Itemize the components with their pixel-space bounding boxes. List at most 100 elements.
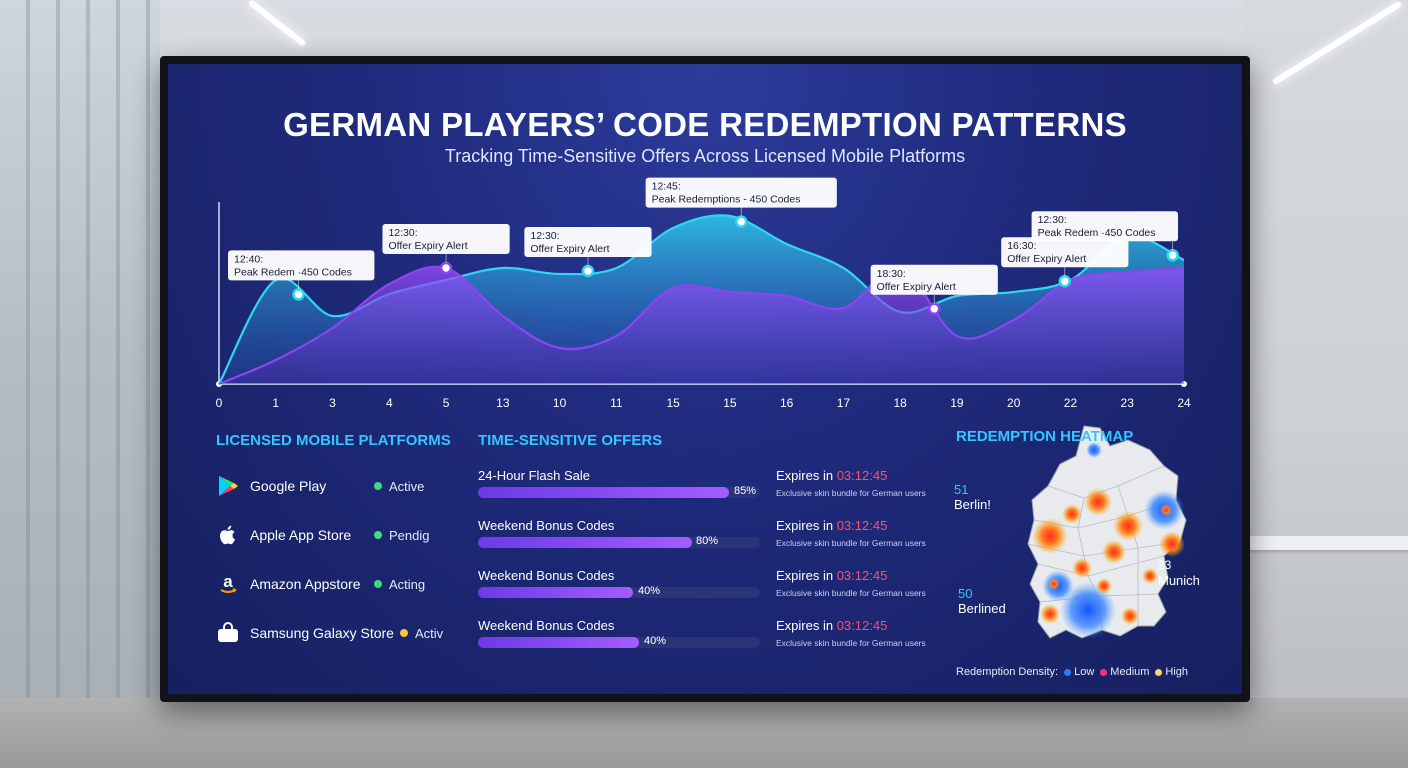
amazon-icon: a — [220, 572, 237, 593]
expires-label: Expires in — [776, 618, 834, 633]
annotation-marker — [581, 264, 595, 278]
platform-item-google-play[interactable]: Google Play Active — [216, 473, 424, 499]
heat-spot — [1096, 578, 1112, 594]
annotation-box — [870, 264, 998, 295]
annotation-text: Offer Expiry Alert — [530, 243, 609, 255]
expires-time: 03:12:45 — [836, 568, 888, 583]
annotation-time: 12:30: — [388, 227, 417, 239]
heat-spot — [1084, 488, 1112, 516]
offer-item[interactable]: 24-Hour Flash Sale 85% Expires in 03:12:… — [478, 468, 928, 508]
x-tick-label: 24 — [1177, 396, 1191, 410]
expires-label: Expires in — [776, 468, 834, 483]
heatmap-label-value: 51 — [954, 482, 969, 497]
page-title: GERMAN PLAYERS’ CODE REDEMPTION PATTERNS — [283, 106, 1127, 143]
expires-label: Expires in — [776, 518, 834, 533]
platform-name: Amazon Appstore — [250, 576, 361, 592]
expires-label: Expires in — [776, 568, 834, 583]
status-dot — [374, 531, 382, 539]
annotation-time: 12:30: — [1038, 214, 1067, 226]
platform-item-amazon-appstore[interactable]: a Amazon Appstore Acting — [216, 571, 425, 597]
background-floor — [0, 698, 1408, 768]
x-tick-label: 22 — [1064, 396, 1078, 410]
annotation-time: 12:40: — [234, 253, 263, 265]
status-dot — [374, 580, 382, 588]
x-tick-label: 4 — [386, 396, 393, 410]
heat-spot — [1142, 568, 1158, 584]
annotation-marker — [292, 288, 305, 301]
platform-item-samsung-galaxy-store[interactable]: Samsung Galaxy Store Activ — [216, 620, 443, 646]
offer-percent: 40% — [644, 635, 667, 647]
offer-percent: 40% — [638, 585, 661, 597]
offer-description: Exclusive skin bundle for German users — [776, 638, 926, 648]
platform-name: Apple App Store — [250, 527, 352, 543]
platforms-heading: LICENSED MOBILE PLATFORMS — [216, 432, 451, 449]
offer-expiry: Expires in 03:12:45 — [776, 518, 887, 533]
heatmap-label-berlin: 51 Berlin! — [954, 482, 991, 512]
annotation-time: 16:30: — [1007, 240, 1036, 252]
legend-low-dot — [1064, 668, 1072, 676]
annotation-marker — [1058, 274, 1072, 288]
dashboard-screen: GERMAN PLAYERS’ CODE REDEMPTION PATTERNS… — [168, 64, 1242, 694]
heatmap-label-value: 23 — [1158, 558, 1172, 572]
heat-spot — [1062, 504, 1082, 524]
annotation-box — [228, 250, 375, 281]
background-glass-wall — [0, 0, 160, 768]
legend-medium-label: Medium — [1110, 666, 1150, 678]
heat-spot — [1159, 531, 1185, 557]
annotation-text: Peak Redemptions - 450 Codes — [652, 194, 801, 206]
offer-item[interactable]: Weekend Bonus Codes 80% Expires in 03:12… — [478, 518, 928, 558]
x-tick-label: 3 — [329, 396, 336, 410]
annotation-marker — [1166, 248, 1179, 262]
heatmap-legend: Redemption Density: Low Medium High — [956, 666, 1188, 678]
x-tick-label: 10 — [553, 396, 567, 410]
x-tick-label: 20 — [1007, 396, 1021, 410]
annotation-box — [382, 224, 510, 254]
x-tick-label: 0 — [216, 396, 223, 410]
offer-name: Weekend Bonus Codes — [478, 518, 615, 533]
heat-spot — [1060, 582, 1116, 638]
platform-item-apple-app-store[interactable]: Apple App Store Pendig — [216, 522, 429, 548]
expires-time: 03:12:45 — [836, 618, 888, 633]
annotation-box — [645, 177, 837, 208]
heat-spot — [1113, 511, 1143, 541]
legend-medium-dot — [1100, 668, 1108, 676]
annotation-text: Offer Expiry Alert — [388, 240, 467, 252]
heatmap-label-value: 50 — [958, 586, 973, 601]
offer-description: Exclusive skin bundle for German users — [776, 538, 926, 548]
background-desk — [1242, 536, 1408, 550]
heat-spot — [1072, 558, 1092, 578]
offer-description: Exclusive skin bundle for German users — [776, 488, 926, 498]
x-tick-label: 23 — [1121, 396, 1135, 410]
germany-heatmap — [1027, 425, 1187, 639]
platform-status: Acting — [389, 576, 426, 592]
annotation-time: 12:30: — [530, 230, 559, 242]
legend-low-label: Low — [1074, 666, 1095, 678]
expires-time: 03:12:45 — [836, 518, 888, 533]
offer-expiry: Expires in 03:12:45 — [776, 618, 887, 633]
offer-progress-fill — [478, 637, 639, 648]
heatmap-label-city: Berlined — [958, 601, 1006, 616]
redemption-timeline-chart: 0 1 3 4 5 13 10 11 15 15 16 17 18 19 20 22 23 2412:40:Pea… — [216, 177, 1191, 410]
x-tick-label: 18 — [893, 396, 907, 410]
platform-name: Google Play — [250, 478, 327, 494]
offer-item[interactable]: Weekend Bonus Codes 40% Expires in 03:12… — [478, 568, 928, 608]
offer-description: Exclusive skin bundle for German users — [776, 588, 926, 598]
x-tick-label: 16 — [780, 396, 794, 410]
x-tick-label: 5 — [443, 396, 450, 410]
annotation-marker — [439, 261, 453, 275]
annotation-text: Offer Expiry Alert — [877, 281, 956, 293]
offer-item[interactable]: Weekend Bonus Codes 40% Expires in 03:12… — [478, 618, 928, 658]
heatmap-label-city: Munich — [1158, 573, 1200, 588]
x-tick-label: 11 — [610, 396, 623, 410]
google-play-icon — [219, 476, 238, 496]
heat-spot — [1086, 442, 1102, 458]
offer-name: Weekend Bonus Codes — [478, 568, 615, 583]
x-tick-label: 13 — [496, 396, 510, 410]
status-dot — [374, 482, 382, 490]
status-dot — [400, 629, 408, 637]
monitor: GERMAN PLAYERS’ CODE REDEMPTION PATTERNS… — [160, 56, 1250, 702]
heat-spot — [1102, 540, 1126, 564]
platform-status: Activ — [415, 625, 444, 641]
annotation-box — [524, 227, 652, 257]
offer-name: 24-Hour Flash Sale — [478, 468, 590, 483]
